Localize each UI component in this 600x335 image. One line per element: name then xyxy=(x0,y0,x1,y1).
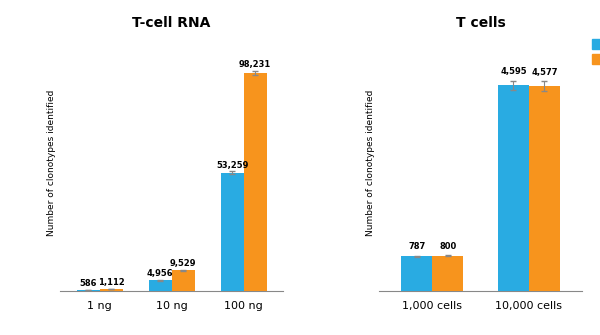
Bar xyxy=(221,173,244,291)
Bar xyxy=(401,256,432,291)
Title: T-cell RNA: T-cell RNA xyxy=(133,15,211,29)
Bar xyxy=(77,290,100,291)
Bar xyxy=(529,86,560,291)
Legend: TRA, TRB: TRA, TRB xyxy=(592,39,600,65)
Text: 586: 586 xyxy=(79,279,97,288)
Text: 4,595: 4,595 xyxy=(500,67,527,76)
Bar xyxy=(172,270,194,291)
Title: T cells: T cells xyxy=(455,15,505,29)
Text: 53,259: 53,259 xyxy=(216,160,248,170)
Y-axis label: Number of clonotypes identified: Number of clonotypes identified xyxy=(47,89,56,236)
Bar xyxy=(149,280,172,291)
Text: 787: 787 xyxy=(408,243,425,252)
Text: 1,112: 1,112 xyxy=(98,278,124,287)
Bar xyxy=(432,256,463,291)
Text: 4,577: 4,577 xyxy=(531,68,557,77)
Text: 4,956: 4,956 xyxy=(147,269,173,278)
Text: 98,231: 98,231 xyxy=(239,60,271,69)
Text: 9,529: 9,529 xyxy=(170,259,196,268)
Bar xyxy=(100,289,122,291)
Text: 800: 800 xyxy=(439,242,457,251)
Y-axis label: Number of clonotypes identified: Number of clonotypes identified xyxy=(366,89,375,236)
Bar xyxy=(244,73,266,291)
Bar xyxy=(498,85,529,291)
